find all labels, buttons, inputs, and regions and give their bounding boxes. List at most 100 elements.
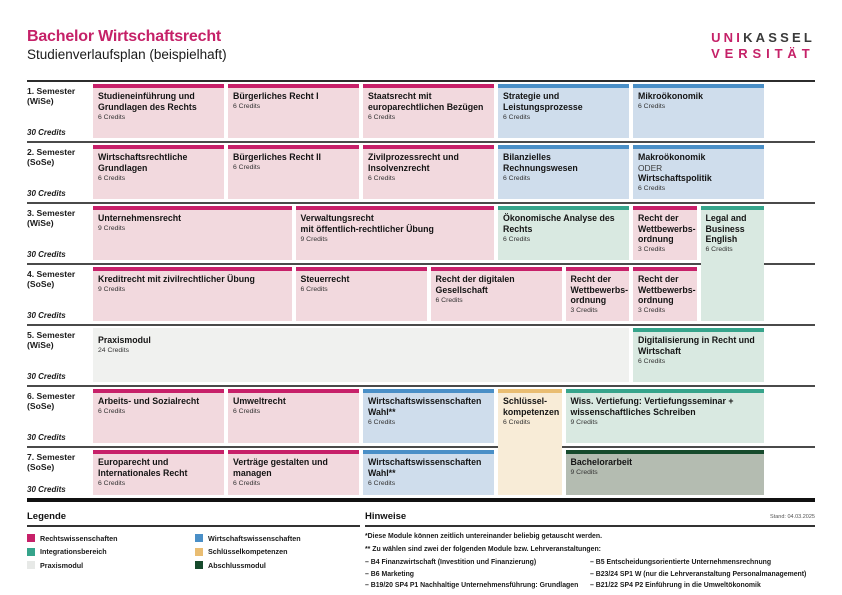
semester-term: (WiSe) [27, 340, 54, 350]
module-card: Europarecht und Internationales Recht 6 C… [93, 450, 224, 495]
module-credits: 3 Credits [570, 307, 598, 315]
page-title: Bachelor Wirtschaftsrecht [27, 28, 222, 45]
legend-color-swatch [195, 534, 203, 543]
module-title: Studieneinführung und Grundlagen des Rec… [98, 91, 197, 112]
module-card: Bürgerliches Recht II 6 Credits [228, 145, 359, 199]
module-card: Bürgerliches Recht I 6 Credits [228, 84, 359, 138]
legend-item: Abschlussmodul [195, 561, 266, 570]
logo-line-1: UNIKASSEL [711, 30, 815, 46]
legend-item-label: Abschlussmodul [208, 560, 266, 570]
legend-color-swatch [27, 547, 35, 556]
module-title: Recht der Wettbewerbs- ordnung [638, 213, 696, 245]
module-title: Europarecht und Internationales Recht [98, 457, 188, 478]
module-title: Wirtschaftswissenschaften Wahl** [368, 396, 482, 417]
module-title: Bachelorarbeit [570, 457, 633, 467]
note-line-2: ** Zu wählen sind zwei der folgenden Mod… [365, 545, 601, 553]
module-title: Verträge gestalten und managen [233, 457, 328, 478]
note-line-1: *Diese Module können zeitlich untereinan… [365, 532, 603, 540]
module-card: Wirtschaftswissenschaften Wahl** 6 Credit… [363, 450, 494, 495]
notes-title: Hinweise [365, 511, 407, 522]
module-card: Praxismodul 24 Credits [93, 328, 629, 382]
semester-term: (WiSe) [27, 218, 54, 228]
module-title: Bürgerliches Recht II [233, 152, 321, 162]
separator-line [27, 263, 815, 265]
legend-section: Legende Rechtswissenschaften Integrations… [27, 511, 360, 580]
legend-rule [27, 525, 360, 527]
semester-label: 2. Semester [27, 147, 76, 157]
module-card: Studieneinführung und Grundlagen des Rec… [93, 84, 224, 138]
module-title: Umweltrecht [233, 396, 286, 406]
module-credits: 9 Credits [98, 286, 126, 294]
module-credits: 6 Credits [98, 113, 126, 121]
module-title: Recht der Wettbewerbs- ordnung [638, 274, 696, 306]
module-credits: 6 Credits [368, 479, 396, 487]
module-card: Schlüssel- kompetenzen 6 Credits [498, 389, 562, 495]
module-card: Wirtschaftsrechtliche Grundlagen 6 Credit… [93, 145, 224, 199]
module-card: Wirtschaftswissenschaften Wahl** 6 Credit… [363, 389, 494, 443]
module-card: Recht der Wettbewerbs- ordnung 3 Credits [633, 206, 697, 260]
semester-term: (SoSe) [27, 279, 55, 289]
module-credits: 9 Credits [570, 469, 598, 477]
module-credits: 6 Credits [233, 103, 261, 111]
separator-line [27, 202, 815, 204]
module-card: Ökonomische Analyse des Rechts 6 Credits [498, 206, 629, 260]
module-title: Digitalisierung in Recht und Wirtschaft [638, 335, 755, 356]
legend-item-label: Integrationsbereich [40, 547, 107, 557]
module-credits: 6 Credits [98, 479, 126, 487]
note-bullet: – B4 Finanzwirtschaft (Investition und F… [365, 559, 537, 567]
module-credits: 6 Credits [638, 357, 666, 365]
module-card: Unternehmensrecht 9 Credits [93, 206, 292, 260]
module-title: Legal and Business English [705, 213, 747, 245]
module-title: Wirtschaftswissenschaften Wahl** [368, 457, 482, 478]
note-bullet: – B21/22 SP4 P2 Einführung in die Umwelt… [590, 582, 761, 590]
module-card: Bachelorarbeit 9 Credits [565, 450, 764, 495]
study-plan-grid: 1. Semester (WiSe) 30 Credits Studieneinfüh… [27, 80, 815, 508]
note-bullet: – B19/20 SP4 P1 Nachhaltige Unternehmens… [365, 582, 579, 590]
module-card: Kreditrecht mit zivilrechtlicher Übung 9 … [93, 267, 292, 321]
module-credits: 6 Credits [368, 174, 396, 182]
module-credits: 3 Credits [638, 307, 666, 315]
separator-line [27, 446, 815, 448]
bottom-rule [27, 498, 815, 502]
note-column: – B5 Entscheidungsorientierte Unternehme… [590, 555, 806, 590]
module-card: Recht der digitalen Gesellschaft 6 Credit… [430, 267, 562, 321]
legend-items: Rechtswissenschaften Integrationsbereich P… [27, 534, 360, 580]
legend-item: Integrationsbereich [27, 547, 107, 556]
module-credits: 6 Credits [503, 418, 531, 426]
legend-item-label: Rechtswissenschaften [40, 533, 118, 543]
date-stamp: Stand: 04.03.2025 [770, 514, 815, 520]
module-title: Zivilprozessrecht und Insolvenzrecht [368, 152, 459, 173]
legend-color-swatch [27, 534, 35, 543]
module-credits: 6 Credits [503, 174, 531, 182]
module-credits: 3 Credits [638, 246, 666, 254]
module-title: Bürgerliches Recht I [233, 91, 319, 101]
semester-label: 6. Semester [27, 391, 76, 401]
module-title: Strategie und Leistungsprozesse [503, 91, 583, 112]
module-card: Wiss. Vertiefung: Vertiefungsseminar + w… [565, 389, 764, 443]
module-title: Bilanzielles Rechnungswesen [503, 152, 578, 173]
module-title: Praxismodul [98, 335, 151, 345]
module-card: Makroökonomik ODER Wirtschaftspolitik 6 Cre… [633, 145, 764, 199]
module-card: Umweltrecht 6 Credits [228, 389, 359, 443]
module-credits: 6 Credits [233, 479, 261, 487]
uni-kassel-logo: UNIKASSEL VERSITÄT [711, 30, 815, 63]
module-title-2: Wirtschaftspolitik [638, 172, 712, 183]
module-credits: 6 Credits [300, 286, 328, 294]
module-title: Ökonomische Analyse des Rechts [503, 213, 615, 234]
legend-item-label: Praxismodul [40, 560, 84, 570]
separator-line [27, 385, 815, 387]
legend-item-label: Schlüsselkompetenzen [208, 547, 288, 557]
semester-credits: 30 Credits [27, 311, 66, 320]
semester-term: (SoSe) [27, 401, 55, 411]
module-title: Mikroökonomik [638, 91, 704, 101]
module-credits: 6 Credits [503, 235, 531, 243]
module-title: Wiss. Vertiefung: Vertiefungsseminar + w… [570, 396, 734, 417]
separator-line [27, 80, 815, 83]
module-title: Unternehmensrecht [98, 213, 182, 223]
semester-label: 3. Semester [27, 208, 76, 218]
module-card: Zivilprozessrecht und Insolvenzrecht 6 Cr… [363, 145, 494, 199]
semester-term: (SoSe) [27, 462, 55, 472]
semester-credits: 30 Credits [27, 128, 66, 137]
semester-label: 5. Semester [27, 330, 76, 340]
